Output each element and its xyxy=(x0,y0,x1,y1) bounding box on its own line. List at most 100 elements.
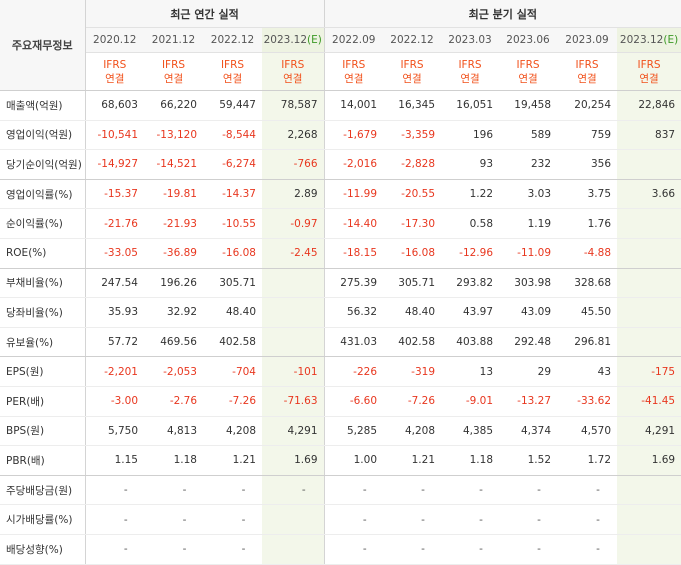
accounting-standard-cell: IFRS 연결 xyxy=(441,52,500,91)
period-label: 2022.12 xyxy=(390,34,434,46)
value-cell: - xyxy=(85,534,144,565)
period-label: 2023.12 xyxy=(263,34,308,46)
consolidation-label: 연결 xyxy=(577,72,597,85)
value-cell: 328.68 xyxy=(557,268,618,299)
annual-results-title: 최근 연간 실적 xyxy=(85,0,325,28)
value-cell: 3.66 xyxy=(617,179,681,210)
value-cell: -0.97 xyxy=(262,208,325,239)
value-cell: 293.82 xyxy=(441,268,500,299)
consolidation-label: 연결 xyxy=(518,72,538,85)
accounting-standard-cell: IFRS 연결 xyxy=(499,52,558,91)
value-cell: 4,813 xyxy=(144,416,203,447)
value-cell: 759 xyxy=(557,120,618,151)
table-row: PER(배) -3.00 -2.76 -7.26 -71.63 -6.60 -7.26 -9.… xyxy=(0,386,681,417)
consolidation-label: 연결 xyxy=(402,72,422,85)
table-row: PBR(배) 1.15 1.18 1.21 1.69 1.00 1.21 1.18 1.52 1.… xyxy=(0,445,681,476)
value-cell: 78,587 xyxy=(262,90,325,121)
period-header: 2020.12 xyxy=(85,27,144,53)
value-cell: 5,750 xyxy=(85,416,144,447)
row-label: PBR(배) xyxy=(0,445,86,476)
gaap-label: IFRS xyxy=(637,58,661,71)
estimate-mark: (E) xyxy=(307,34,322,46)
value-cell: 1.52 xyxy=(499,445,558,476)
value-cell: - xyxy=(323,534,384,565)
value-cell: -10.55 xyxy=(203,208,262,239)
value-cell xyxy=(262,297,325,328)
value-cell xyxy=(262,268,325,299)
value-cell: 32.92 xyxy=(144,297,203,328)
value-cell: -2.76 xyxy=(144,386,203,417)
value-cell: 431.03 xyxy=(323,327,384,358)
accounting-standard-cell: IFRS 연결 xyxy=(85,52,144,91)
value-cell xyxy=(262,327,325,358)
value-cell: - xyxy=(383,504,442,535)
value-cell: - xyxy=(441,504,500,535)
period-label: 2023.09 xyxy=(565,34,609,46)
row-label: 매출액(억원) xyxy=(0,90,86,121)
value-cell: - xyxy=(499,534,558,565)
table-row: 주당배당금(원) - - - - - - - - - xyxy=(0,475,681,506)
accounting-standard-cell: IFRS 연결 xyxy=(323,52,384,91)
row-label: PER(배) xyxy=(0,386,86,417)
period-label: 2023.03 xyxy=(448,34,492,46)
table-row: 시가배당률(%) - - - - - - - - xyxy=(0,504,681,535)
value-cell: 5,285 xyxy=(323,416,384,447)
value-cell xyxy=(617,297,681,328)
accounting-standard-cell: IFRS 연결 xyxy=(557,52,618,91)
value-cell: -20.55 xyxy=(383,179,442,210)
value-cell: -14,927 xyxy=(85,149,144,180)
value-cell: -11.09 xyxy=(499,238,558,269)
value-cell: -33.05 xyxy=(85,238,144,269)
value-cell: 4,385 xyxy=(441,416,500,447)
period-header: 2023.12(E) xyxy=(617,27,681,53)
value-cell: 4,570 xyxy=(557,416,618,447)
value-cell: 232 xyxy=(499,149,558,180)
value-cell: 43.97 xyxy=(441,297,500,328)
period-header: 2021.12 xyxy=(144,27,203,53)
row-label: 유보율(%) xyxy=(0,327,86,358)
value-cell: 2,268 xyxy=(262,120,325,151)
value-cell: -10,541 xyxy=(85,120,144,151)
quarterly-results-title: 최근 분기 실적 xyxy=(323,0,681,28)
value-cell xyxy=(617,208,681,239)
value-cell: 303.98 xyxy=(499,268,558,299)
period-label: 2022.12 xyxy=(210,34,255,46)
gaap-label: IFRS xyxy=(516,58,540,71)
consolidation-label: 연결 xyxy=(283,72,303,85)
value-cell: 3.75 xyxy=(557,179,618,210)
table-row: 매출액(억원) 68,603 66,220 59,447 78,587 14,001 16,… xyxy=(0,90,681,121)
value-cell: 48.40 xyxy=(383,297,442,328)
value-cell: - xyxy=(557,475,618,506)
value-cell: 0.58 xyxy=(441,208,500,239)
value-cell: 1.22 xyxy=(441,179,500,210)
value-cell: 4,291 xyxy=(262,416,325,447)
value-cell: 402.58 xyxy=(383,327,442,358)
value-cell: - xyxy=(383,475,442,506)
value-cell: - xyxy=(323,475,384,506)
value-cell: 14,001 xyxy=(323,90,384,121)
accounting-standard-cell: IFRS 연결 xyxy=(383,52,442,91)
table-row: EPS(원) -2,201 -2,053 -704 -101 -226 -319 13 29 43… xyxy=(0,356,681,387)
value-cell: 57.72 xyxy=(85,327,144,358)
value-cell: 29 xyxy=(499,356,558,387)
value-cell: 1.18 xyxy=(441,445,500,476)
gaap-label: IFRS xyxy=(281,58,305,71)
value-cell: 59,447 xyxy=(203,90,262,121)
value-cell: 13 xyxy=(441,356,500,387)
row-label: 당기순이익(억원) xyxy=(0,149,86,180)
value-cell xyxy=(617,475,681,506)
value-cell: - xyxy=(262,475,325,506)
period-header: 2022.12 xyxy=(203,27,262,53)
period-header: 2023.06 xyxy=(499,27,558,53)
value-cell: - xyxy=(203,475,262,506)
value-cell: -2,201 xyxy=(85,356,144,387)
value-cell: 4,208 xyxy=(203,416,262,447)
row-label: 영업이익률(%) xyxy=(0,179,86,210)
period-header: 2023.03 xyxy=(441,27,500,53)
consolidation-label: 연결 xyxy=(344,72,364,85)
value-cell: 305.71 xyxy=(383,268,442,299)
value-cell: 196 xyxy=(441,120,500,151)
value-cell: 4,291 xyxy=(617,416,681,447)
value-cell: -2.45 xyxy=(262,238,325,269)
table-row: 부채비율(%) 247.54 196.26 305.71 275.39 305.71 293… xyxy=(0,268,681,299)
